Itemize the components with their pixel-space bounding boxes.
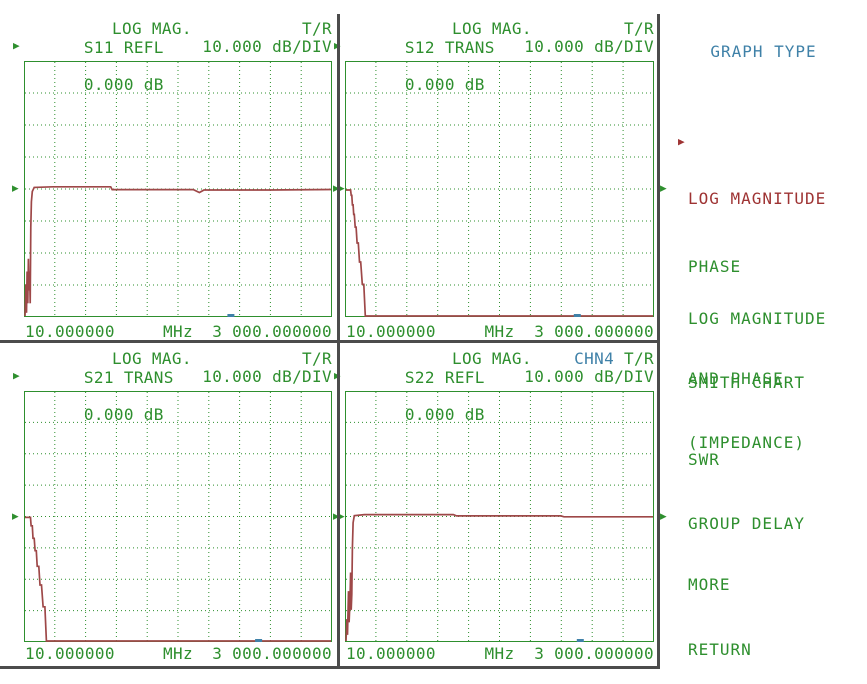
s-parameter-label: S11 REFL [83,38,164,57]
selection-arrow-icon: ▶ [678,135,686,148]
plot-s11-reference-row: ▶ 0.000 dB 10.000 dB/DIV [13,37,332,94]
menu-item-label: GROUP DELAY [688,514,805,533]
stop-frequency: 3 000.000000 [212,644,332,663]
start-frequency: 10.000000 [25,644,115,663]
plot-s21-graticule: ▶ ▶ [12,391,345,642]
reference-value: 0.000 dB [404,405,485,424]
frequency-unit: MHz [163,322,193,341]
plot-s21-reference-row: ▶ 0.000 dB 10.000 dB/DIV [13,367,332,424]
plot-s22-quadrant: S22 REFL LOG MAG. CHN4 T/R ▶ 0.000 dB 10… [333,344,667,666]
plot-s22-trace-svg [345,391,654,642]
reference-marker-left-icon: ▶ [333,510,340,521]
frequency-unit: MHz [163,644,193,663]
s-parameter-label: S12 TRANS [404,38,495,57]
plot-s11-quadrant: S11 REFL LOG MAG. T/R ▶ 0.000 dB 10.000 … [0,14,345,341]
reference-marker-right-icon: ▶ [338,181,345,195]
reference-value: 0.000 dB [404,75,485,94]
tr-label: T/R [302,349,332,368]
softkey-menu: GRAPH TYPE ▶ LOG MAGNITUDE ▶ PHASE ▶ LOG… [660,0,867,684]
menu-item-log-magnitude-and-phase[interactable]: ▶ LOG MAGNITUDE AND PHASE [688,249,826,429]
reference-marker-right-icon: ▶ [660,508,667,522]
menu-item-label-line2: AND PHASE [688,369,784,388]
menu-item-label: RETURN [688,640,752,659]
channel-label: CHN4 [574,349,615,368]
plot-s22-frequency-axis: 10.000000 MHz 3 000.000000 [345,644,654,663]
scale-per-div: 10.000 dB/DIV [202,37,332,56]
menu-item-log-magnitude[interactable]: ▶ LOG MAGNITUDE [678,129,827,249]
stop-frequency: 3 000.000000 [534,322,654,341]
menu-item-label: MORE [688,575,731,594]
menu-item-label-line2: (IMPEDANCE) [688,433,805,452]
stop-frequency: 3 000.000000 [534,644,654,663]
quadrant-divider-horizontal [0,340,660,343]
reference-arrow-icon: ▶ [13,369,20,382]
reference-value: 0.000 dB [83,405,164,424]
scale-per-div: 10.000 dB/DIV [524,367,654,386]
menu-item-swr[interactable]: ▶ SWR [688,390,752,510]
plot-s11-header: S11 REFL LOG MAG. T/R [24,19,332,57]
plot-s12-trace-svg [345,61,654,317]
menu-item-return[interactable]: ▶ RETURN [688,580,752,684]
plot-s21-header: S21 TRANS LOG MAG. T/R [24,349,332,387]
reference-marker-right-icon: ▶ [660,181,667,195]
plot-s11-frequency-axis: 10.000000 MHz 3 000.000000 [24,322,332,341]
menu-item-group-delay[interactable]: ▶ GROUP DELAY [688,454,805,574]
menu-title: GRAPH TYPE [710,42,817,61]
start-frequency: 10.000000 [25,322,115,341]
plot-s21-quadrant: S21 TRANS LOG MAG. T/R ▶ 0.000 dB 10.000… [0,344,345,666]
reference-marker-left-icon: ▶ [12,181,19,195]
menu-item-smith-chart[interactable]: ▶ SMITH CHART (IMPEDANCE) [688,313,805,493]
plot-s22-header: S22 REFL LOG MAG. CHN4 T/R [345,349,654,387]
s-parameter-label: S22 REFL [404,368,485,387]
format-label: LOG MAG. [112,19,192,38]
plot-s11-graticule: ▶ ▶ [12,61,345,317]
format-label: LOG MAG. [452,19,532,38]
reference-value: 0.000 dB [83,75,164,94]
scale-per-div: 10.000 dB/DIV [202,367,332,386]
reference-arrow-icon: ▶ [13,39,20,52]
menu-item-label: LOG MAGNITUDE [688,309,827,328]
tr-label: T/R [624,349,654,368]
menu-item-label: SMITH CHART [688,373,805,392]
tr-label: T/R [302,19,332,38]
plot-s21-trace-svg [24,391,332,642]
frequency-unit: MHz [484,644,515,663]
plot-s22-reference-row: ▶ 0.000 dB 10.000 dB/DIV [334,367,654,424]
reference-marker-left-icon: ▶ [12,508,19,522]
menu-item-label: PHASE [688,257,742,276]
menu-item-label: LOG MAGNITUDE [688,189,827,208]
plot-s12-graticule: ▶ ▶ [333,61,667,317]
format-label: LOG MAG. [112,349,192,368]
reference-marker-left-icon: ▶ [333,182,340,193]
start-frequency: 10.000000 [346,322,436,341]
plot-s12-header: S12 TRANS LOG MAG. T/R [345,19,654,57]
format-label: LOG MAG. [452,349,532,368]
start-frequency: 10.000000 [346,644,436,663]
stop-frequency: 3 000.000000 [212,322,332,341]
plot-area-bottom-border [0,666,660,669]
plot-s21-frequency-axis: 10.000000 MHz 3 000.000000 [24,644,332,663]
frequency-unit: MHz [484,322,515,341]
plot-s12-frequency-axis: 10.000000 MHz 3 000.000000 [345,322,654,341]
scale-per-div: 10.000 dB/DIV [524,37,654,56]
s-parameter-label: S21 TRANS [83,368,174,387]
plot-s12-quadrant: S12 TRANS LOG MAG. T/R ▶ 0.000 dB 10.000… [333,14,667,341]
plot-s12-reference-row: ▶ 0.000 dB 10.000 dB/DIV [334,37,654,94]
tr-label: T/R [624,19,654,38]
reference-marker-right-icon: ▶ [338,508,345,522]
menu-item-label: SWR [688,450,720,469]
plot-s22-graticule: ▶ ▶ [333,391,667,642]
menu-item-more[interactable]: ▶ MORE [688,515,752,635]
plot-s11-trace-svg [24,61,332,317]
menu-item-phase[interactable]: ▶ PHASE [688,197,752,317]
